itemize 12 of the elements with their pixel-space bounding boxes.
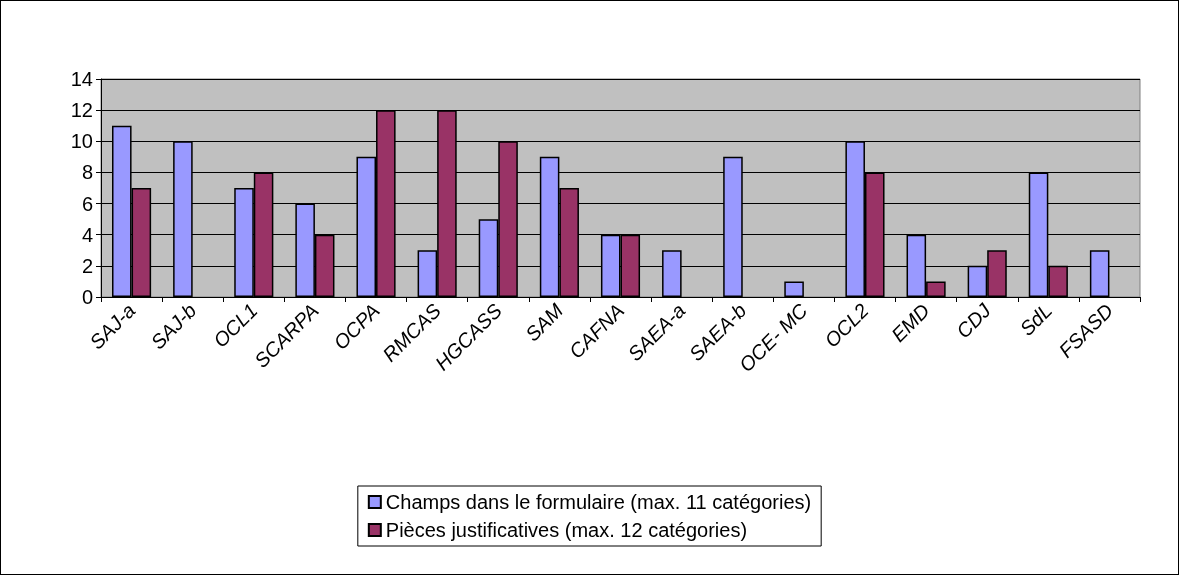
- y-tick-label: 10: [70, 130, 93, 153]
- y-tick-label: 8: [81, 161, 93, 184]
- legend-label: Pièces justificatives (max. 12 catégories): [385, 519, 748, 541]
- y-tick-label: 2: [81, 254, 93, 277]
- y-tick-label: 0: [81, 286, 93, 308]
- legend-label: Champs dans le formulaire (max. 11 catégories): [385, 491, 812, 513]
- bar: [784, 281, 804, 297]
- y-tick-label: 6: [81, 192, 93, 215]
- y-tick-label: 12: [70, 99, 93, 122]
- y-tick-label: 14: [70, 68, 93, 90]
- y-tick-label: 4: [81, 223, 93, 246]
- x-tick-label: SdL: [1015, 299, 1057, 340]
